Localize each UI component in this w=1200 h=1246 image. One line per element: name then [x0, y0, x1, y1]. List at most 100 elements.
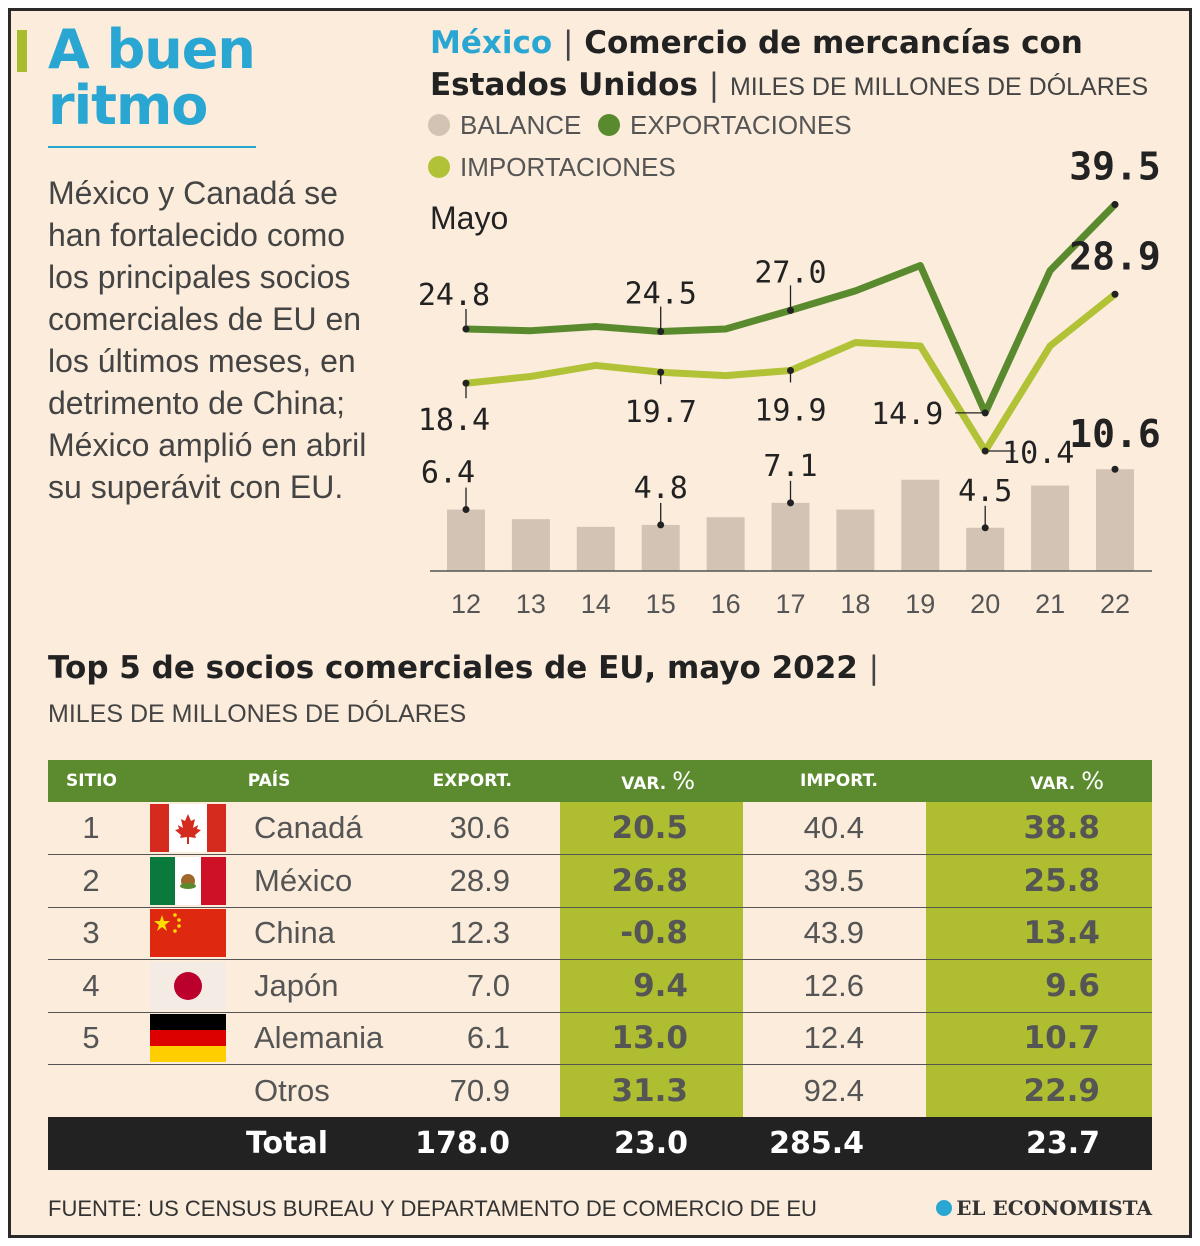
table-row: 3 China 12.3 -0.8 43.9 13.4 — [48, 907, 1152, 960]
country-name: Canadá — [240, 802, 390, 855]
rank-cell: 3 — [48, 907, 148, 960]
export-var: 20.5 — [560, 802, 743, 855]
table-row: 5 Alemania 6.1 13.0 12.4 10.7 — [48, 1012, 1152, 1065]
imports-swatch-icon — [428, 156, 450, 178]
x-tick-label: 21 — [1035, 589, 1065, 619]
header-pct2: % — [1081, 767, 1104, 795]
unit-separator: | — [708, 67, 720, 103]
headline-rule — [48, 146, 256, 148]
trade-chart: 12 13 14 15 16 17 18 19 20 21 22 24.8 24.5 27.0 14.9 39… — [418, 144, 1161, 619]
imports-data-label: 19.9 — [754, 394, 826, 429]
country-name: México — [240, 854, 390, 908]
flag-cell — [148, 854, 240, 908]
exports-data-label: 27.0 — [754, 255, 826, 290]
table-title: Top 5 de socios comerciales de EU, mayo … — [48, 650, 1048, 686]
flag-cell — [148, 1065, 240, 1118]
export-var: 26.8 — [560, 854, 743, 908]
x-tick-label: 16 — [711, 589, 741, 619]
rank-cell: 2 — [48, 854, 148, 908]
chart-unit: MILES DE MILLONES DE DÓLARES — [729, 73, 1149, 101]
table-row: 1 Canadá 30.6 20.5 40.4 38.8 — [48, 802, 1152, 855]
country-name: China — [240, 907, 390, 960]
x-tick-label: 19 — [905, 589, 935, 619]
germany-flag-icon — [150, 1014, 226, 1063]
total-row: Total 178.0 23.0 285.4 23.7 — [48, 1117, 1152, 1170]
balance-bar — [447, 509, 485, 571]
header-var2-label: VAR. — [1030, 774, 1076, 794]
export-var: 9.4 — [560, 959, 743, 1013]
import-var: 9.6 — [926, 959, 1152, 1013]
canada-flag-icon — [150, 804, 226, 852]
import-var: 25.8 — [926, 854, 1152, 908]
flag-cell — [148, 907, 240, 960]
brand-icon — [936, 1200, 953, 1216]
legend-balance: BALANCE — [428, 110, 581, 141]
japan-flag-icon — [150, 961, 226, 1010]
imports-data-label: 18.4 — [418, 403, 490, 438]
brand-name: EL ECONOMISTA — [956, 1196, 1152, 1220]
country-name: Alemania — [240, 1012, 390, 1065]
legend-balance-label: BALANCE — [460, 110, 582, 140]
export-value: 70.9 — [449, 1073, 510, 1108]
exports-data-label: 14.9 — [871, 397, 943, 432]
balance-data-label: 4.5 — [958, 474, 1012, 509]
balance-data-label: 4.8 — [634, 471, 688, 506]
export-var: 13.0 — [560, 1012, 743, 1065]
import-var: 22.9 — [926, 1064, 1152, 1117]
export-value: 30.6 — [390, 802, 560, 855]
balance-data-label: 6.4 — [421, 456, 475, 491]
balance-bar — [1031, 485, 1070, 571]
legend-exports: EXPORTACIONES — [598, 110, 852, 141]
exports-data-label: 39.5 — [1069, 144, 1161, 188]
legend-imports: IMPORTACIONES — [428, 152, 676, 183]
total-export-var: 23.0 — [560, 1117, 743, 1170]
table-title-separator: | — [868, 650, 880, 686]
import-value: 12.4 — [743, 1012, 926, 1065]
balance-bar — [901, 479, 940, 571]
balance-bar — [966, 527, 1005, 571]
table-unit: MILES DE MILLONES DE DÓLARES — [48, 700, 467, 728]
rank-cell: 4 — [48, 959, 148, 1013]
import-var: 13.4 — [926, 907, 1152, 960]
imports-data-label: 10.4 — [1002, 436, 1074, 471]
header-import-var: VAR. % — [926, 760, 1152, 802]
rank-cell: 1 — [48, 802, 148, 855]
table-title-text: Top 5 de socios comerciales de EU, mayo … — [48, 650, 858, 686]
balance-data-label: 10.6 — [1069, 412, 1161, 456]
x-tick-label: 13 — [516, 589, 546, 619]
x-tick-label: 14 — [581, 589, 611, 619]
legend-imports-label: IMPORTACIONES — [460, 152, 676, 182]
header-export-var: VAR. % — [560, 760, 743, 802]
total-export: 178.0 — [390, 1117, 560, 1170]
x-tick-label: 18 — [840, 589, 870, 619]
imports-data-label: 28.9 — [1069, 234, 1161, 278]
header-pct: % — [672, 767, 695, 795]
import-value: 40.4 — [743, 802, 926, 855]
source-note: FUENTE: US CENSUS BUREAU Y DEPARTAMENTO … — [48, 1196, 817, 1221]
title-separator: | — [562, 25, 574, 61]
export-value: 6.1 — [390, 1012, 560, 1065]
x-tick-label: 17 — [775, 589, 805, 619]
chart-title: México | Comercio de mercancías con Esta… — [430, 22, 1190, 108]
partners-table: SITIO PAÍS EXPORT. VAR. % IMPORT. VAR. %… — [48, 760, 1152, 1170]
balance-bar — [706, 517, 745, 571]
balance-bar — [576, 526, 615, 571]
exports-data-label: 24.8 — [418, 278, 490, 313]
x-tick-label: 20 — [970, 589, 1000, 619]
total-import: 285.4 — [743, 1117, 926, 1170]
exports-point — [1111, 200, 1119, 208]
x-tick-label: 12 — [451, 589, 481, 619]
import-value: 92.4 — [803, 1073, 864, 1108]
header-import: IMPORT. — [743, 760, 926, 802]
balance-bar — [1096, 469, 1134, 571]
month-label: Mayo — [430, 200, 509, 236]
table-header-row: SITIO PAÍS EXPORT. VAR. % IMPORT. VAR. % — [48, 760, 1152, 802]
balance-bar — [511, 519, 550, 571]
rank-cell: 5 — [48, 1012, 148, 1065]
chart-country: México — [430, 25, 553, 61]
x-tick-label: 22 — [1100, 589, 1130, 619]
table-row: 2 México 28.9 26.8 39.5 25.8 — [48, 854, 1152, 908]
import-var: 38.8 — [926, 802, 1152, 855]
rank-cell — [48, 1065, 148, 1118]
table-row: 4 Japón 7.0 9.4 12.6 9.6 — [48, 959, 1152, 1013]
